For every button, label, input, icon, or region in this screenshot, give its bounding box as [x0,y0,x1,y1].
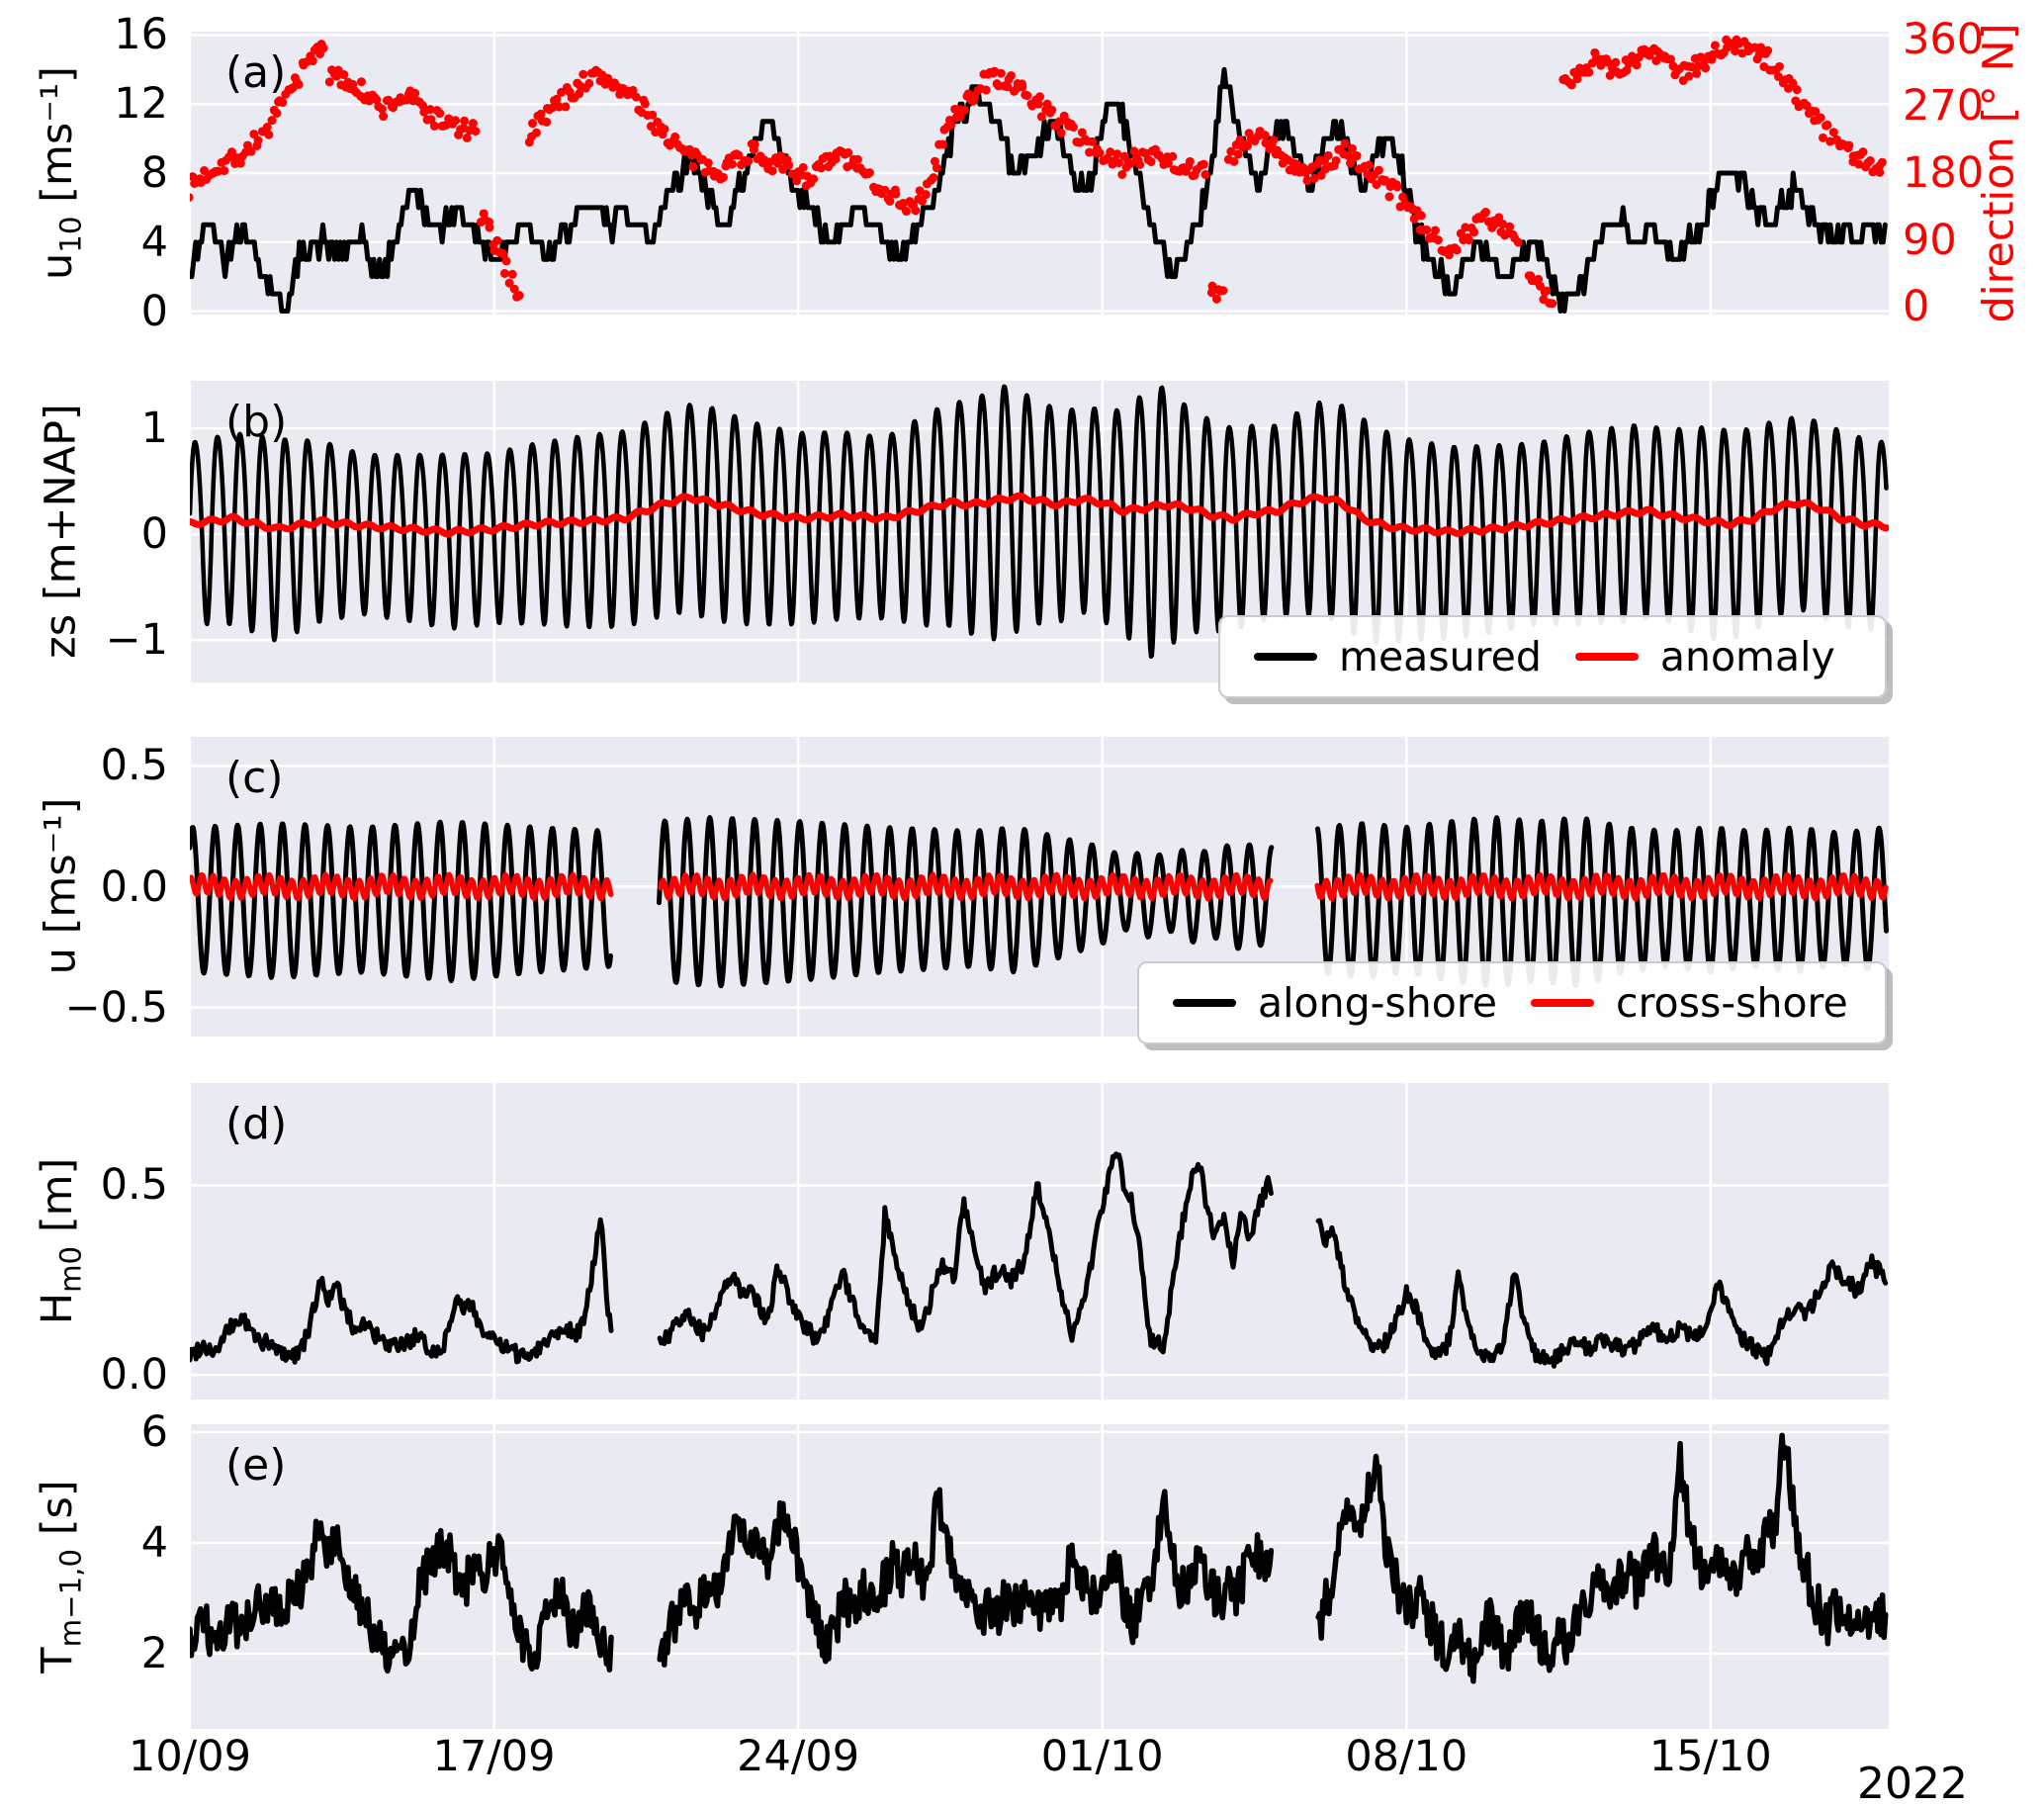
x-tick-label: 10/09 [129,1732,251,1781]
anomaly-line-swatch [1574,653,1639,661]
y-tick-label: 1 [140,404,168,454]
panel-letter-e: (e) [225,1440,287,1491]
y-tick-label: 8 [140,148,168,198]
wave-height-plot [190,1083,1889,1400]
y-tick-label: 4 [140,1517,168,1568]
y-tick-label: 0.5 [100,1160,168,1211]
x-tick-label: 08/10 [1345,1732,1468,1781]
y-tick-label: 12 [114,79,168,130]
y-tick-label: 360 [1903,14,1985,64]
panel-letter-b: (b) [225,397,288,447]
y-tick-label: 180 [1903,148,1985,198]
year-label: 2022 [1857,1759,1968,1808]
panel-a-wind: (a) [190,32,1889,315]
legend-item-measured: measured [1254,633,1542,680]
x-tick-label: 15/10 [1648,1732,1772,1781]
y-tick-label: 90 [1903,215,1957,265]
velocity-plot [190,737,1889,1037]
y-tick-label: 0 [1903,282,1930,332]
panel-letter-c: (c) [225,753,284,803]
y-tick-label: 6 [140,1406,168,1457]
legend-label-anomaly: anomaly [1659,633,1835,680]
y-tick-label: 16 [114,10,168,60]
x-tick-label: 17/09 [432,1732,556,1781]
panel-d-wave-height: (d) [190,1083,1889,1400]
measured-line-swatch [1254,653,1317,661]
legend-item-anomaly: anomaly [1574,633,1835,680]
wave-period-plot [190,1424,1889,1729]
y-tick-label: 0.5 [100,741,168,791]
legend-label-measured: measured [1339,633,1542,680]
panel-e-wave-period: (e) [190,1424,1889,1729]
panel-letter-a: (a) [225,47,287,98]
y-tick-label: −1 [105,615,168,666]
legend-label-along-shore: along-shore [1258,979,1498,1027]
legend-label-cross-shore: cross-shore [1616,979,1848,1027]
velocity-legend: along-shore cross-shore [1137,961,1887,1044]
panel-letter-d: (d) [225,1099,288,1149]
y-tick-label: 2 [140,1628,168,1678]
y-tick-label: 0.0 [100,861,168,912]
y-tick-label: 270 [1903,81,1985,132]
y-tick-label: 4 [140,217,168,267]
x-tick-label: 24/09 [737,1732,860,1781]
legend-item-along-shore: along-shore [1173,979,1497,1027]
y-tick-label: 0.0 [100,1350,168,1401]
wind-plot [190,32,1889,315]
water-level-legend: measured anomaly [1218,615,1887,698]
x-tick-label: 01/10 [1040,1732,1164,1781]
y-tick-label: −0.5 [64,982,168,1033]
cross-shore-line-swatch [1531,999,1595,1007]
y-tick-label: 0 [140,286,168,336]
legend-item-cross-shore: cross-shore [1531,979,1848,1027]
along-shore-line-swatch [1173,999,1236,1007]
water-level-plot [190,381,1889,682]
y-tick-label: 0 [140,509,168,560]
